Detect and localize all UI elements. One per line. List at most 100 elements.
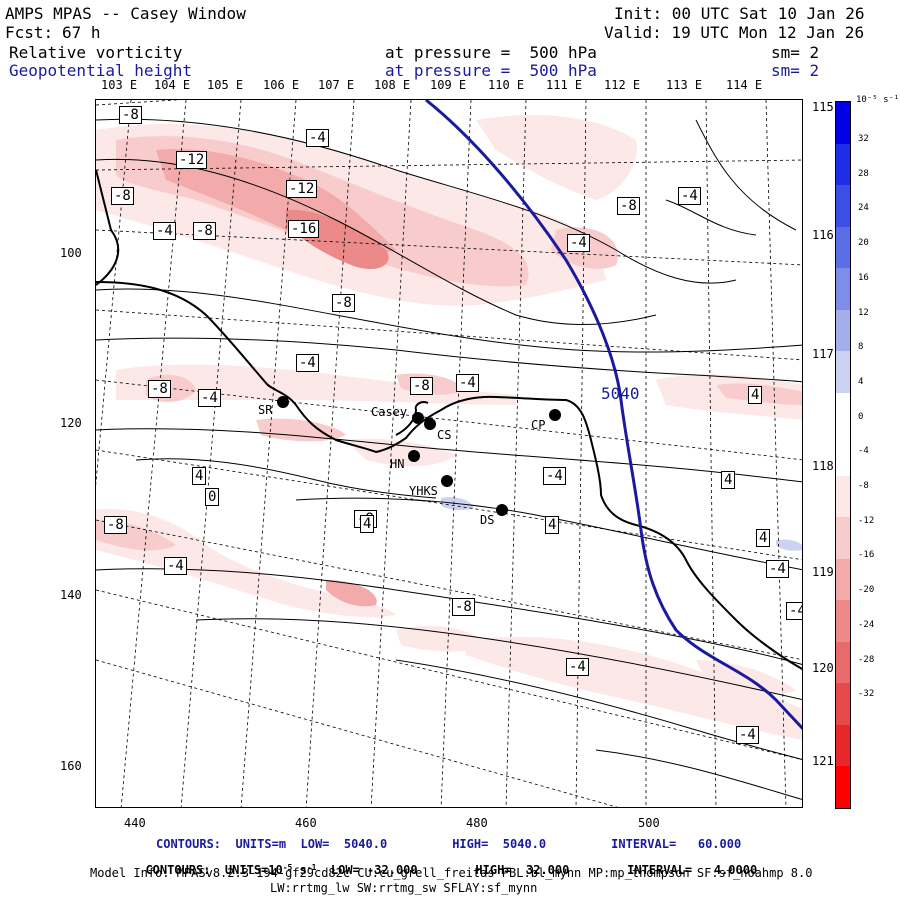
contour-label: -4 bbox=[456, 374, 479, 392]
footer-units-exp2: -1 bbox=[306, 863, 317, 872]
colorbar-unit: 10⁻⁵ s⁻¹ bbox=[856, 95, 900, 105]
contour-label: 4 bbox=[360, 515, 375, 533]
station-label: YHKS bbox=[409, 484, 438, 498]
contour-label: -4 bbox=[296, 354, 319, 372]
station-label: CP bbox=[531, 418, 546, 432]
vorticity-contours bbox=[96, 118, 802, 800]
contour-label: -8 bbox=[332, 294, 355, 312]
colorbar-segment bbox=[836, 766, 850, 808]
contour-label: -8 bbox=[193, 222, 216, 240]
longitude-label: 103 E bbox=[101, 78, 138, 92]
contour-label: -4 bbox=[736, 726, 759, 744]
contour-label: 4 bbox=[756, 529, 771, 547]
colorbar-segment bbox=[836, 724, 850, 767]
footer-contours-height: CONTOURS: UNITS=m LOW= 5040.0 HIGH= 5040… bbox=[156, 837, 742, 851]
colorbar-tick-label: -8 bbox=[858, 481, 869, 491]
contour-label: 4 bbox=[748, 386, 763, 404]
contour-label: -4 bbox=[567, 234, 590, 252]
footer-units-b: s bbox=[292, 863, 307, 877]
station-marker bbox=[412, 412, 424, 424]
colorbar-segment bbox=[836, 641, 850, 684]
shade-ne bbox=[476, 115, 637, 200]
geopotential-height-line bbox=[425, 100, 802, 731]
shade-mid-3 bbox=[256, 418, 346, 442]
contour-label: -4 bbox=[543, 467, 566, 485]
x-axis-tick-label: 500 bbox=[638, 816, 660, 830]
station-label: SR bbox=[258, 403, 273, 417]
colorbar-tick-label: -24 bbox=[858, 620, 875, 630]
colorbar-tick-label: 8 bbox=[858, 342, 864, 352]
station-marker bbox=[496, 504, 508, 516]
station-label: DS bbox=[480, 513, 495, 527]
contour-label: -8 bbox=[410, 377, 433, 395]
colorbar-segment bbox=[836, 558, 850, 601]
shade-positive-2 bbox=[776, 539, 802, 551]
shade-sw bbox=[96, 509, 396, 617]
colorbar-tick-label: -16 bbox=[858, 550, 875, 560]
map-panel: -8 -4 -12 -8 -4 -8 -12 -16 -4 -8 -4 -8 -4 -8 -4 -8 -4 4 4 -… bbox=[95, 99, 803, 808]
longitude-label: 108 E bbox=[374, 78, 411, 92]
station-marker bbox=[441, 475, 453, 487]
station-label: Casey bbox=[371, 405, 408, 419]
footer-units-exp: -5 bbox=[282, 863, 293, 872]
forecast-label: Fcst: bbox=[5, 23, 54, 42]
map-title: AMPS MPAS -- Casey Window bbox=[5, 4, 246, 23]
contour-label: -4 bbox=[786, 602, 802, 620]
contour-label: -4 bbox=[766, 560, 789, 578]
contour-label: -8 bbox=[617, 197, 640, 215]
contour-label: -8 bbox=[111, 187, 134, 205]
colorbar-tick-label: 32 bbox=[858, 134, 869, 144]
contour-label: -12 bbox=[286, 180, 318, 198]
longitude-label: 104 E bbox=[154, 78, 191, 92]
shade-sw-3 bbox=[326, 580, 377, 607]
shade-s bbox=[396, 625, 486, 652]
coastline bbox=[96, 169, 802, 671]
station-marker bbox=[549, 409, 561, 421]
coastline-inner bbox=[395, 401, 429, 436]
contour-label: -4 bbox=[566, 658, 589, 676]
field2-smoothing: sm= 2 bbox=[771, 61, 820, 80]
contour-label: -8 bbox=[148, 380, 171, 398]
contour-label: -8 bbox=[452, 598, 475, 616]
colorbar-tick-label: -12 bbox=[858, 516, 875, 526]
longitude-label: 106 E bbox=[263, 78, 300, 92]
shade-center bbox=[346, 438, 456, 467]
colorbar-segment bbox=[836, 226, 850, 269]
forecast-hours: 67 h bbox=[62, 23, 101, 42]
colorbar-segment bbox=[836, 185, 850, 227]
contour-label: -8 bbox=[104, 516, 127, 534]
longitude-label: 105 E bbox=[207, 78, 244, 92]
y-axis-tick-label: 100 bbox=[60, 246, 82, 260]
station-marker bbox=[424, 418, 436, 430]
colorbar-segment bbox=[836, 517, 850, 559]
colorbar-tick-label: -20 bbox=[858, 585, 875, 595]
station-marker bbox=[277, 396, 289, 408]
longitude-label: 113 E bbox=[666, 78, 703, 92]
contour-label: -4 bbox=[678, 187, 701, 205]
colorbar-segment bbox=[836, 600, 850, 642]
longitude-label: 111 E bbox=[546, 78, 583, 92]
colorbar-tick-label: 16 bbox=[858, 273, 869, 283]
colorbar-segment bbox=[836, 268, 850, 310]
y-axis-tick-label: 140 bbox=[60, 588, 82, 602]
x-axis-tick-label: 480 bbox=[466, 816, 488, 830]
colorbar-segment bbox=[836, 102, 850, 144]
footer-model-info-2: LW:rrtmg_lw SW:rrtmg_sw SFLAY:sf_mynn bbox=[270, 881, 538, 895]
field2-name: Geopotential height bbox=[9, 61, 193, 80]
vorticity-shading bbox=[96, 115, 802, 740]
height-contour-label: 5040 bbox=[601, 384, 640, 403]
footer-contours-vorticity: CONTOURS: UNITS=10-5 s-1 LOW= -32.000 HI… bbox=[131, 852, 758, 877]
map-svg bbox=[96, 100, 802, 807]
colorbar-segment bbox=[836, 143, 850, 186]
colorbar bbox=[835, 101, 851, 809]
longitude-label: 109 E bbox=[430, 78, 467, 92]
longitude-label: 112 E bbox=[604, 78, 641, 92]
init-time: Init: 00 UTC Sat 10 Jan 26 bbox=[614, 4, 865, 23]
contour-label: -4 bbox=[198, 389, 221, 407]
x-axis-tick-label: 460 bbox=[295, 816, 317, 830]
longitude-label: 110 E bbox=[488, 78, 525, 92]
colorbar-tick-label: 24 bbox=[858, 203, 869, 213]
x-axis-tick-label: 440 bbox=[124, 816, 146, 830]
contour-label: -12 bbox=[176, 151, 208, 169]
footer-units-c: LOW= -32.000 HIGH= 32.000 INTERVAL= 4.00… bbox=[316, 863, 758, 877]
